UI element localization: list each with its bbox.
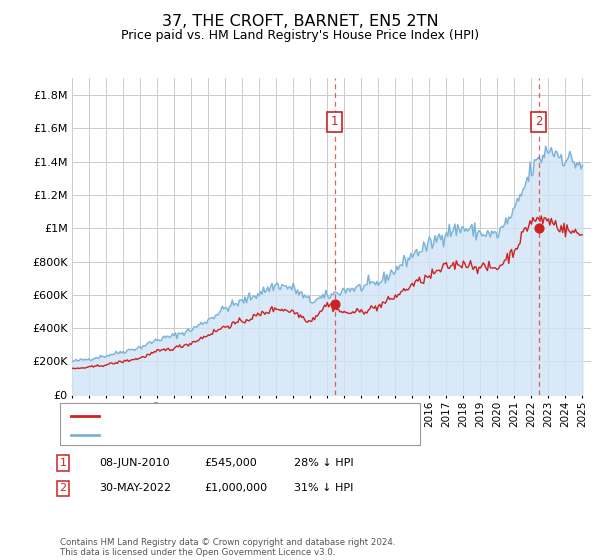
Text: Contains HM Land Registry data © Crown copyright and database right 2024.
This d: Contains HM Land Registry data © Crown c… [60, 538, 395, 557]
Text: 1: 1 [331, 115, 338, 128]
Text: 31% ↓ HPI: 31% ↓ HPI [294, 483, 353, 493]
Point [330, 300, 340, 309]
Text: 28% ↓ HPI: 28% ↓ HPI [294, 458, 353, 468]
Text: 2: 2 [535, 115, 542, 128]
Text: 37, THE CROFT, BARNET, EN5 2TN (detached house): 37, THE CROFT, BARNET, EN5 2TN (detached… [104, 411, 391, 421]
Text: £545,000: £545,000 [204, 458, 257, 468]
Text: 1: 1 [59, 458, 67, 468]
Text: 2: 2 [59, 483, 67, 493]
Text: Price paid vs. HM Land Registry's House Price Index (HPI): Price paid vs. HM Land Registry's House … [121, 29, 479, 42]
Text: £1,000,000: £1,000,000 [204, 483, 267, 493]
Text: 08-JUN-2010: 08-JUN-2010 [99, 458, 170, 468]
Text: 30-MAY-2022: 30-MAY-2022 [99, 483, 171, 493]
Text: 37, THE CROFT, BARNET, EN5 2TN: 37, THE CROFT, BARNET, EN5 2TN [161, 14, 439, 29]
Text: HPI: Average price, detached house, Barnet: HPI: Average price, detached house, Barn… [104, 430, 343, 440]
Point [534, 224, 544, 233]
